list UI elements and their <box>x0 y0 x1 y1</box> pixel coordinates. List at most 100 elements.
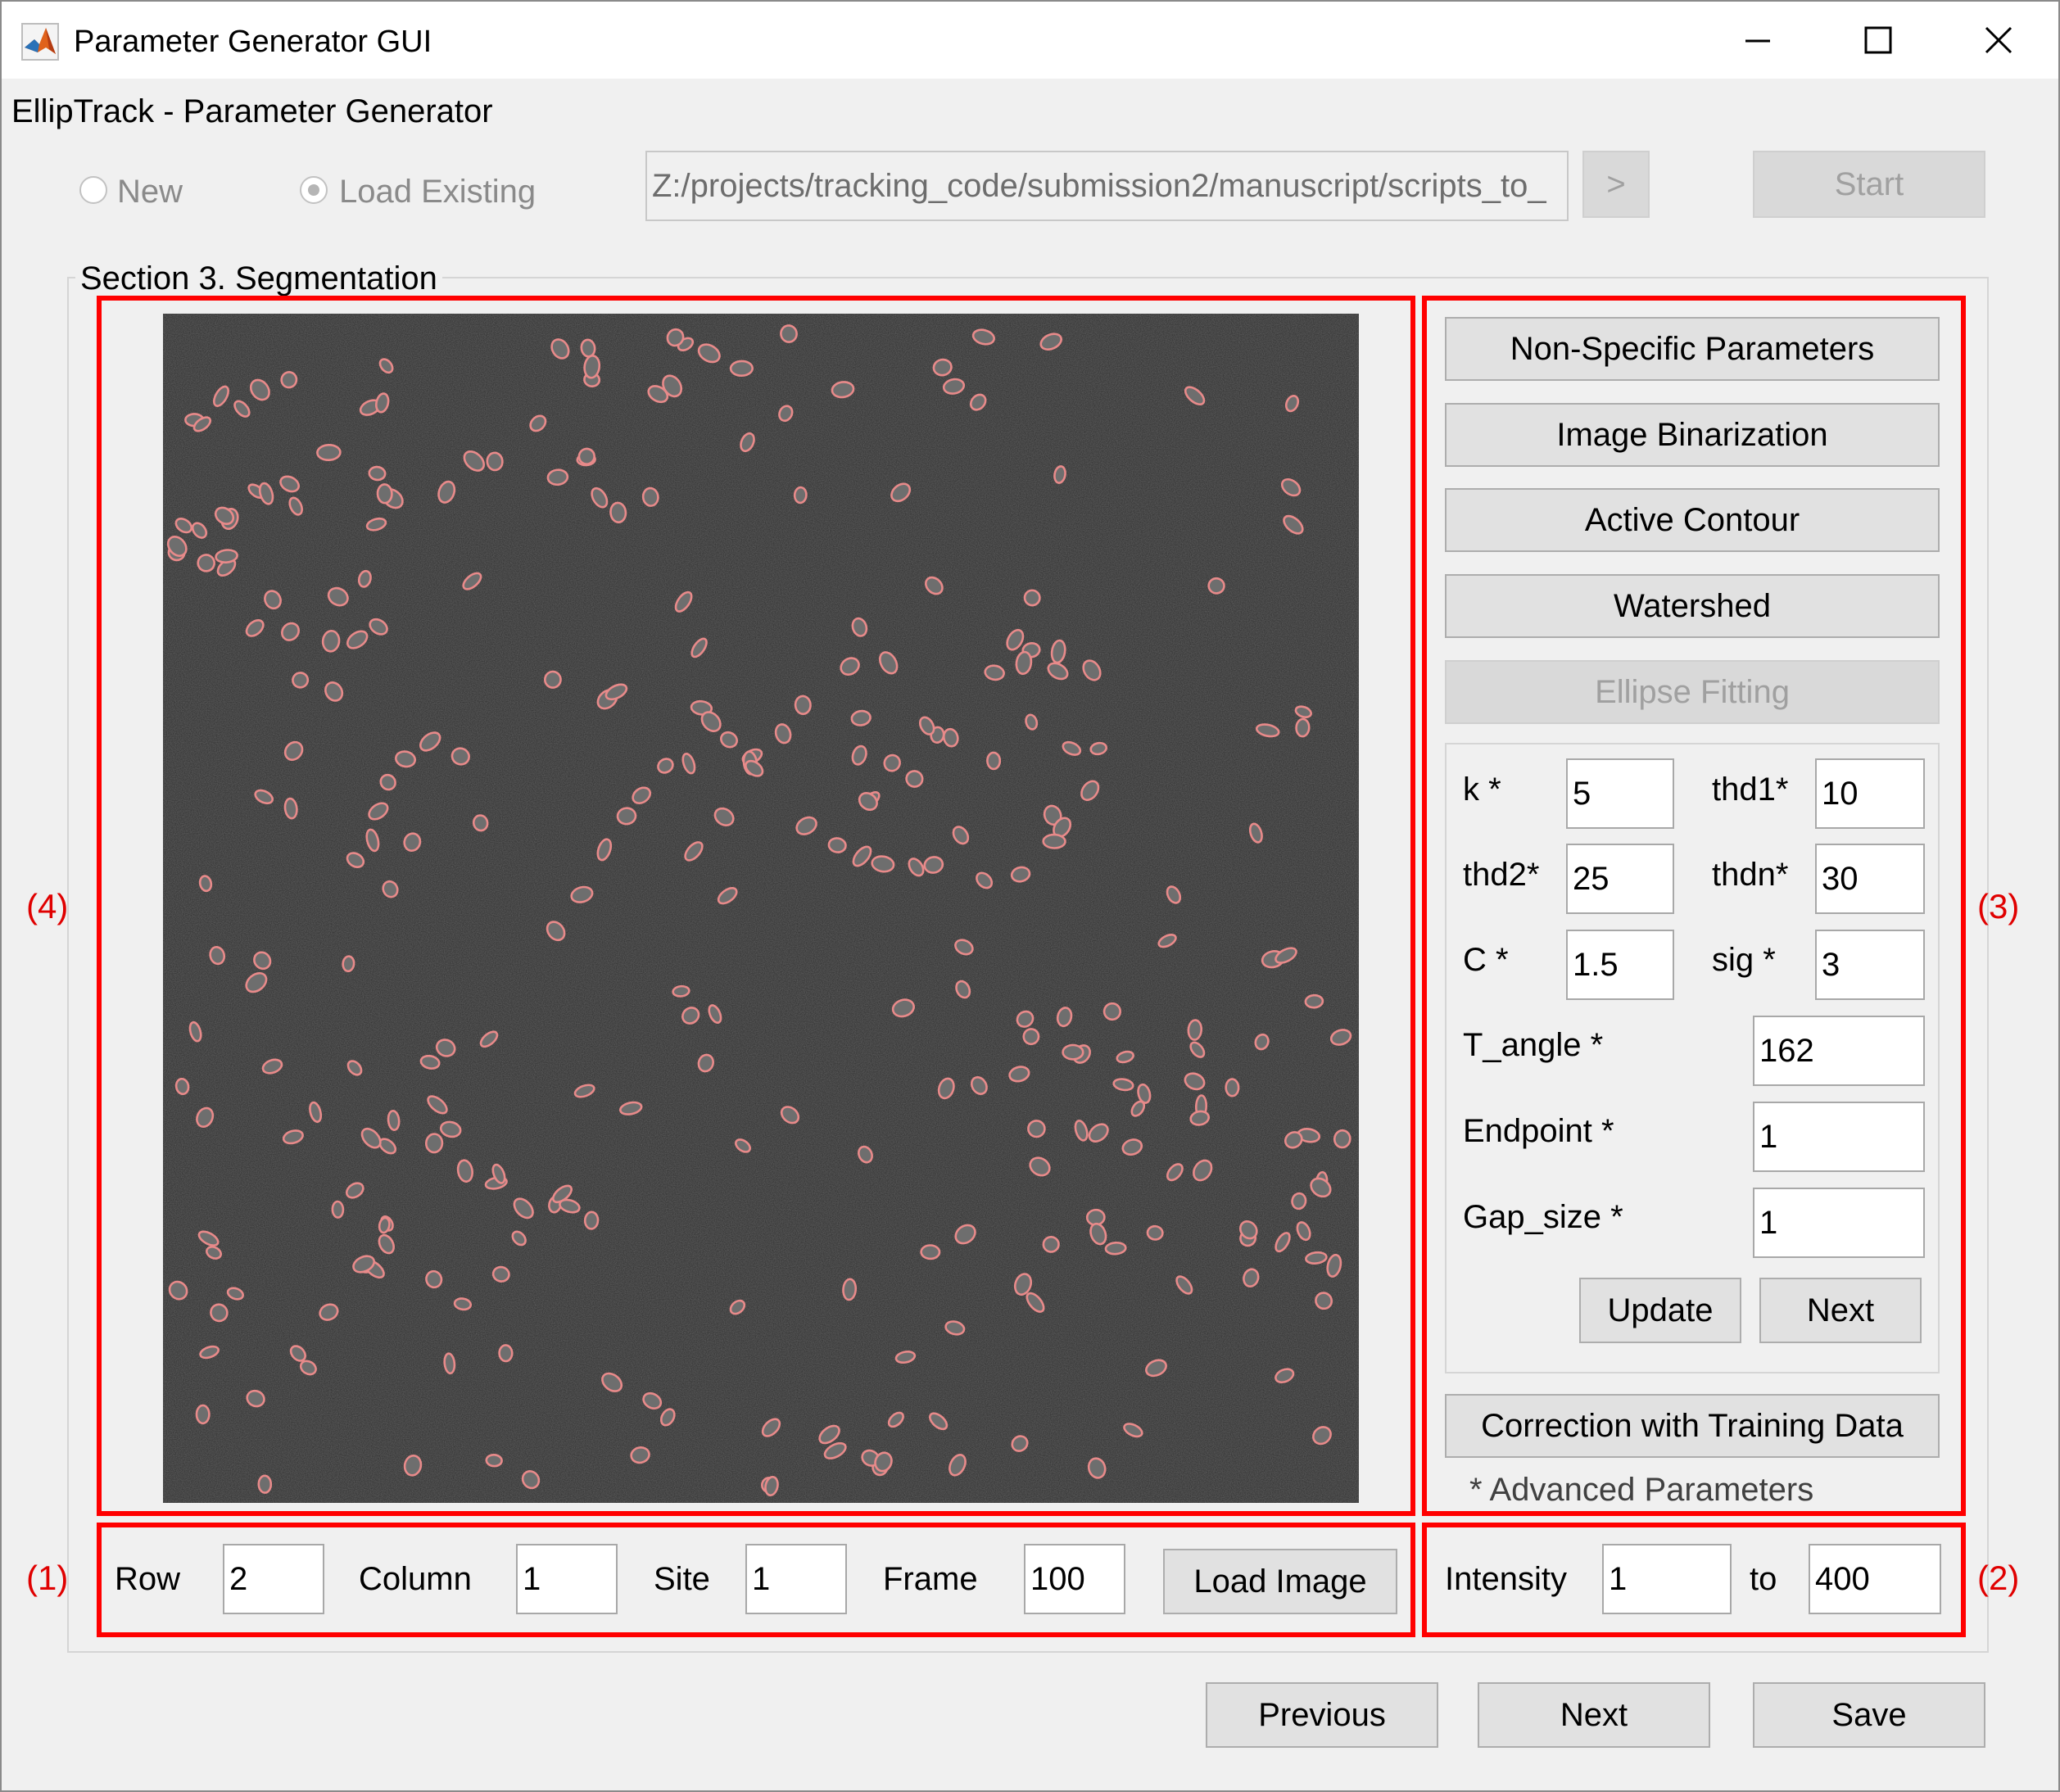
cell-outline <box>166 536 188 557</box>
cell-outline <box>1008 1066 1030 1083</box>
column-input[interactable] <box>516 1544 618 1614</box>
cell-outline <box>871 855 895 873</box>
ellipse-fitting-button[interactable]: Ellipse Fitting <box>1445 660 1940 724</box>
cell-outline <box>360 1127 382 1149</box>
cell-outline <box>708 1004 722 1025</box>
param-thdn-label: thdn* <box>1712 857 1789 893</box>
param-k-input[interactable] <box>1566 758 1674 829</box>
cell-outline <box>419 731 441 752</box>
cell-outline <box>437 480 456 504</box>
save-button[interactable]: Save <box>1753 1682 1985 1748</box>
microscopy-image[interactable] <box>163 314 1359 1503</box>
cell-outline <box>842 1278 858 1301</box>
cell-outline <box>1305 1251 1328 1265</box>
param-endpoint-input[interactable] <box>1753 1102 1925 1172</box>
correction-training-data-button[interactable]: Correction with Training Data <box>1445 1394 1940 1458</box>
cell-outline <box>1062 1043 1084 1061</box>
path-field[interactable] <box>645 151 1569 221</box>
cell-outline <box>713 807 735 826</box>
frame-input[interactable] <box>1024 1544 1125 1614</box>
param-thd2-input[interactable] <box>1566 844 1674 914</box>
cell-outline <box>1274 947 1297 964</box>
cell-outline <box>596 838 613 862</box>
cell-outline <box>925 576 944 595</box>
cell-outline <box>905 770 924 788</box>
cell-outline <box>529 414 547 432</box>
intensity-max-input[interactable] <box>1809 1544 1941 1614</box>
site-label: Site <box>654 1561 710 1597</box>
cell-outline <box>209 946 226 966</box>
cell-outline <box>309 1101 323 1123</box>
param-thd2-label: thd2* <box>1463 857 1540 893</box>
image-binarization-button[interactable]: Image Binarization <box>1445 403 1940 467</box>
cell-outline <box>346 1060 363 1076</box>
load-image-button[interactable]: Load Image <box>1163 1549 1397 1614</box>
cell-outline <box>1088 1123 1109 1143</box>
browse-button[interactable]: > <box>1582 151 1650 218</box>
cell-outline <box>197 554 215 572</box>
title-bar: Parameter Generator GUI <box>2 2 2058 79</box>
annotation-box-image-controls <box>97 1523 1415 1637</box>
site-input[interactable] <box>745 1544 847 1614</box>
watershed-button[interactable]: Watershed <box>1445 574 1940 638</box>
cell-outline <box>793 486 808 505</box>
param-thdn-input[interactable] <box>1815 844 1925 914</box>
minimize-icon[interactable] <box>1739 21 1777 59</box>
cell-outline <box>1025 713 1039 731</box>
cell-outline <box>674 591 693 613</box>
param-thd1-input[interactable] <box>1815 758 1925 829</box>
cell-outline <box>577 447 595 465</box>
active-contour-button[interactable]: Active Contour <box>1445 488 1940 552</box>
maximize-icon[interactable] <box>1859 21 1897 59</box>
parameters-next-button[interactable]: Next <box>1759 1278 1922 1343</box>
cell-outline <box>681 753 696 775</box>
cell-outline <box>1039 333 1062 351</box>
cell-outline <box>368 465 387 482</box>
cell-outline <box>778 405 794 423</box>
close-icon[interactable] <box>1980 21 2017 59</box>
cell-outline <box>257 1474 273 1494</box>
radio-new[interactable] <box>79 176 107 204</box>
param-gap-size-input[interactable] <box>1753 1188 1925 1258</box>
cell-outline <box>546 468 569 486</box>
cell-outline <box>375 392 390 414</box>
annotation-box-image <box>97 296 1415 1516</box>
column-label: Column <box>359 1561 472 1597</box>
cell-outline <box>879 651 899 675</box>
param-tangle-input[interactable] <box>1753 1016 1925 1086</box>
cell-outline <box>346 852 365 868</box>
cell-outline <box>479 1030 499 1048</box>
cell-outline <box>382 880 399 898</box>
cell-outline <box>316 443 342 462</box>
radio-load-existing[interactable] <box>300 176 328 204</box>
update-button[interactable]: Update <box>1579 1278 1741 1343</box>
previous-button[interactable]: Previous <box>1206 1682 1438 1748</box>
cell-outline <box>690 699 713 716</box>
cell-outline <box>546 921 566 942</box>
cell-outline <box>1146 1224 1164 1241</box>
row-input[interactable] <box>223 1544 324 1614</box>
cell-outline <box>780 1106 800 1125</box>
cell-outline <box>761 1418 781 1437</box>
cell-outline <box>233 400 251 418</box>
cell-outline <box>292 672 310 689</box>
cell-outline <box>282 1129 304 1145</box>
cell-outline <box>472 814 489 832</box>
cell-outline <box>1329 1029 1352 1046</box>
cell-outline <box>491 1265 510 1283</box>
cell-outline <box>498 1344 514 1363</box>
cell-outline <box>1089 1222 1107 1246</box>
cell-outline <box>894 1350 917 1364</box>
param-sig-input[interactable] <box>1815 930 1925 1000</box>
start-button[interactable]: Start <box>1753 151 1985 218</box>
cell-outline <box>944 1320 966 1336</box>
param-endpoint-label: Endpoint * <box>1463 1113 1614 1149</box>
next-button[interactable]: Next <box>1478 1682 1710 1748</box>
intensity-min-input[interactable] <box>1602 1544 1732 1614</box>
non-specific-parameters-button[interactable]: Non-Specific Parameters <box>1445 317 1940 381</box>
param-c-input[interactable] <box>1566 930 1674 1000</box>
cell-outline <box>264 590 282 610</box>
cell-outline <box>1274 1232 1291 1253</box>
section-group-box <box>67 277 1989 1653</box>
cell-outline <box>346 630 369 649</box>
